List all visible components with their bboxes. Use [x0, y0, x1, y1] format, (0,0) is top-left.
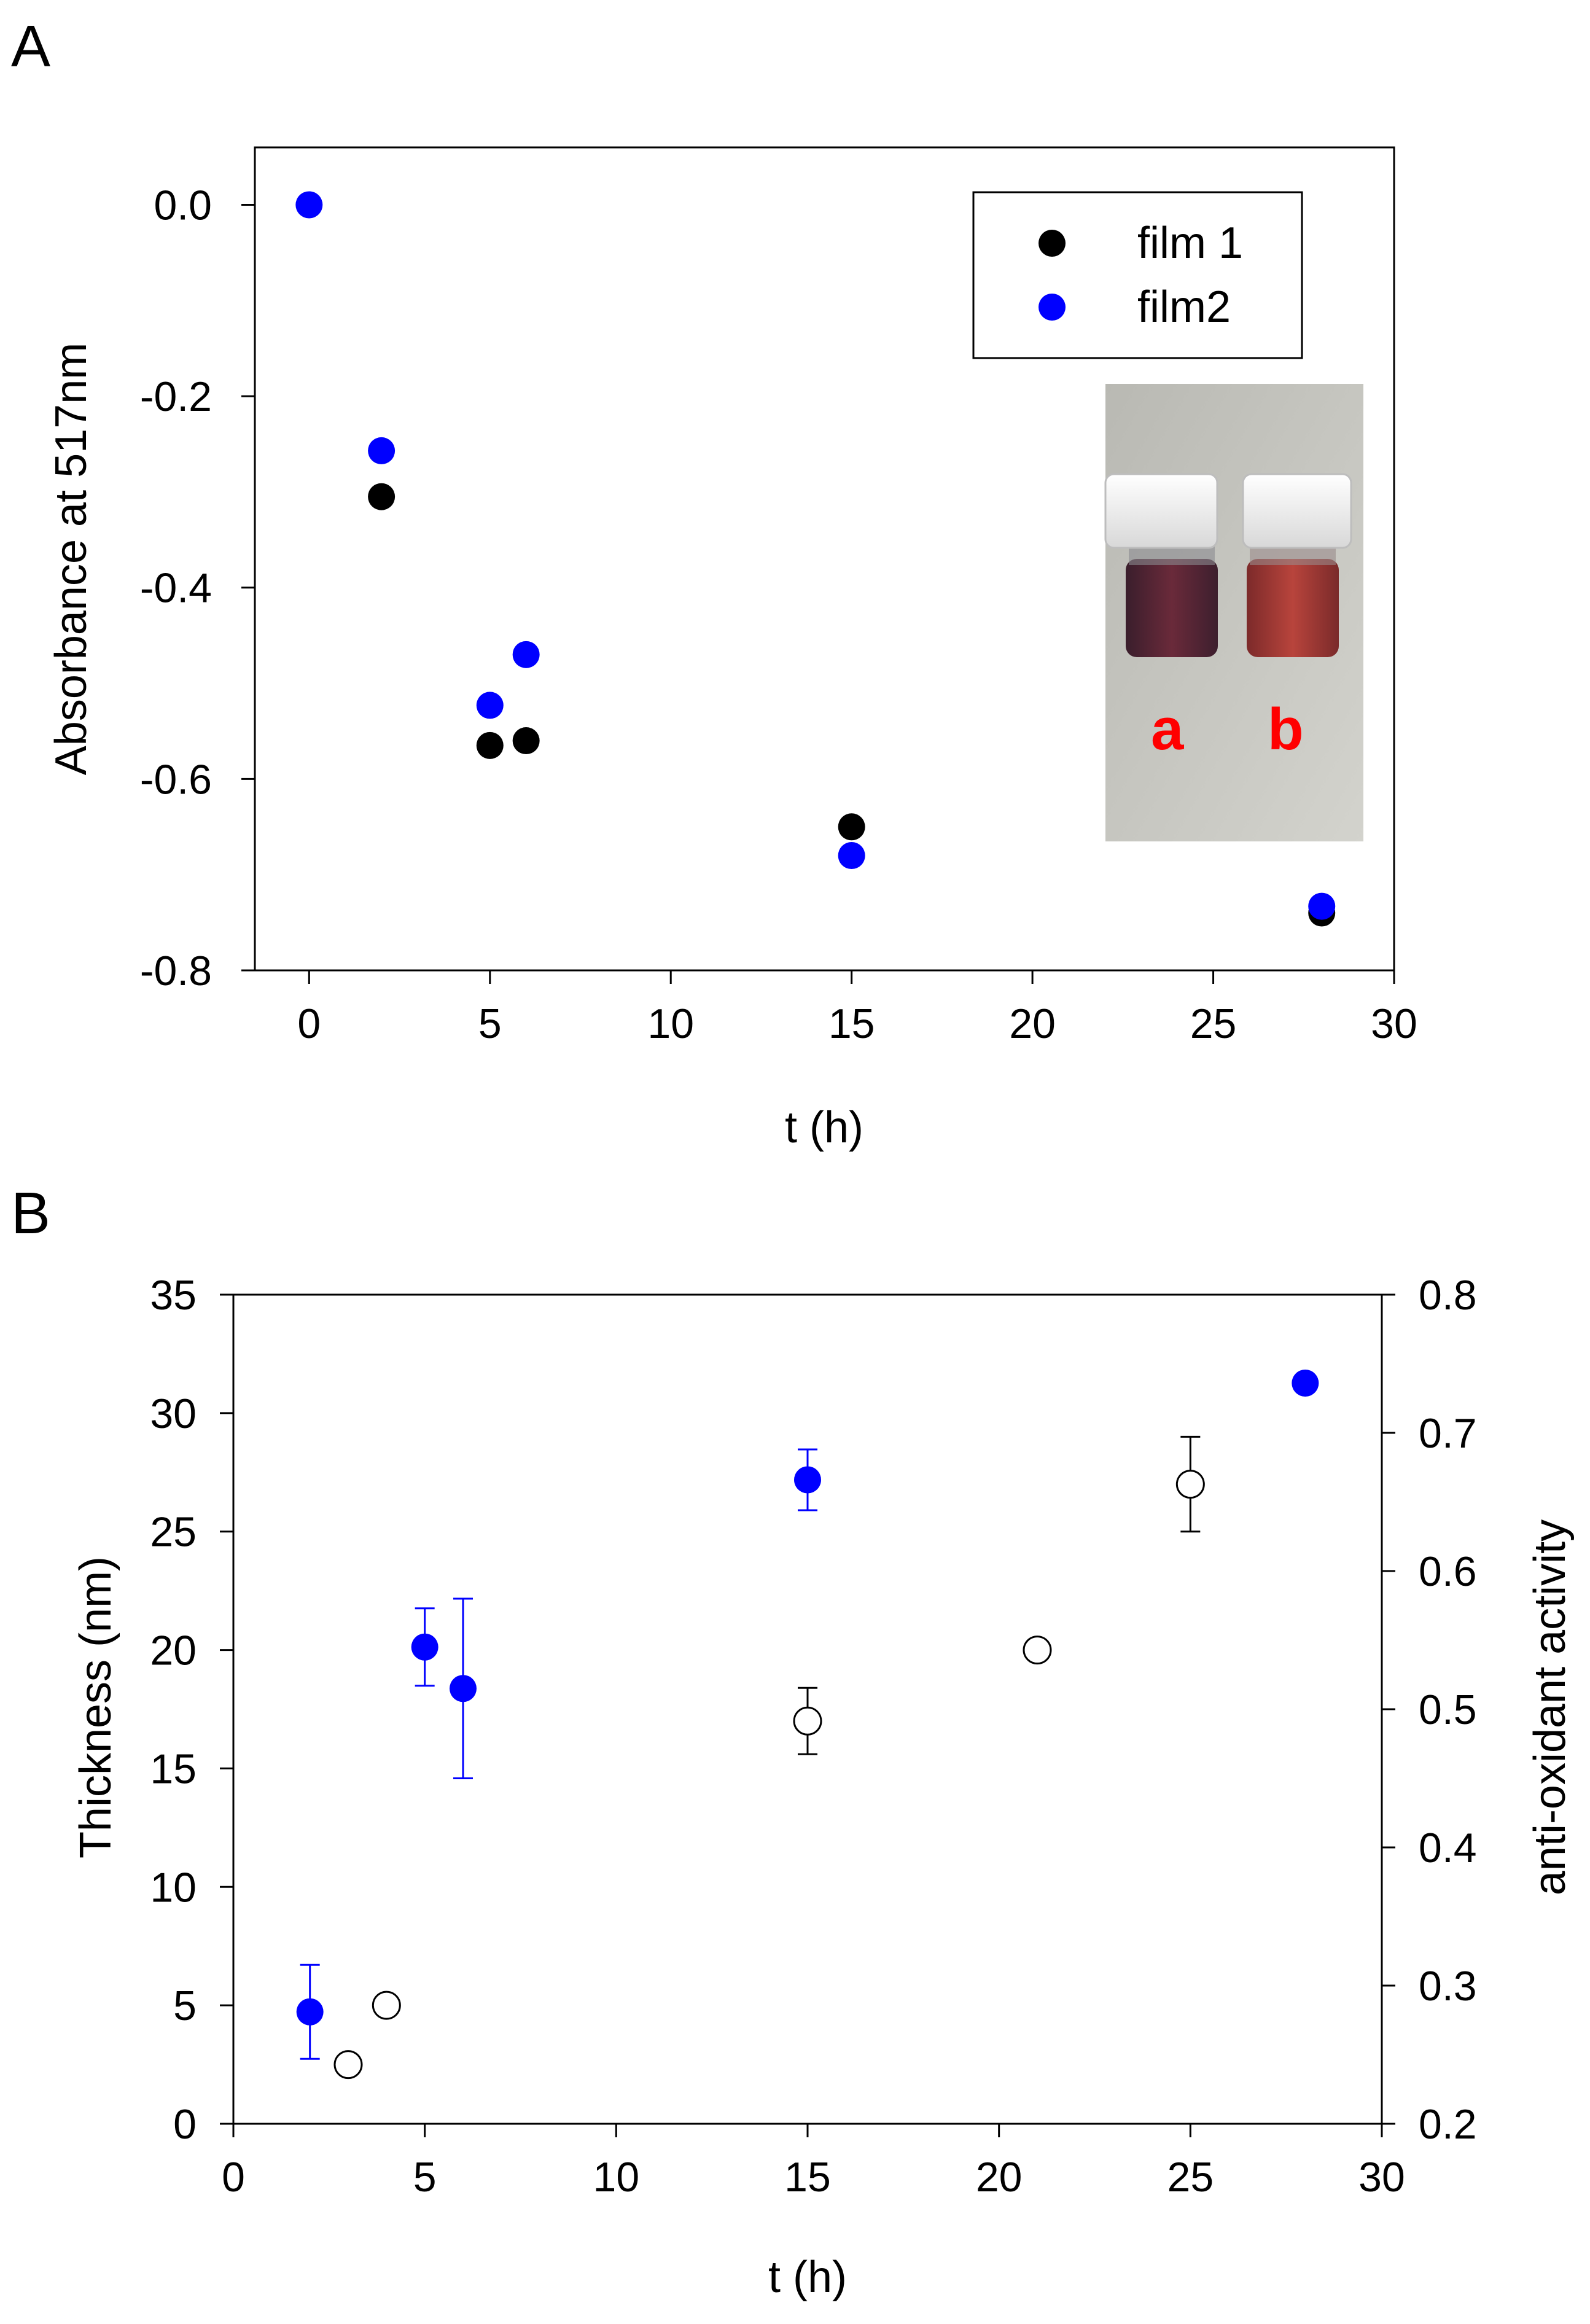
- chart-b-x-axis-title: t (h): [768, 2253, 847, 2302]
- chart-a-x-tick-label: 15: [828, 1000, 875, 1047]
- legend-marker-film-2: [1039, 294, 1066, 321]
- chart-b-x-tick-label: 30: [1358, 2154, 1405, 2201]
- chart-a-y-tick-label: 0.0: [154, 182, 212, 228]
- chart-a-plot-frame: [254, 146, 1395, 972]
- chart-b-point-left: [333, 2050, 363, 2080]
- chart-a-axes: 0 5 10 15 20 25 30 0.0 -0.2 -0.4 -0.6 -0.8: [140, 182, 1417, 1047]
- chart-b-y-tick-label-right: 0.3: [1419, 1963, 1477, 2010]
- chart-a-x-axis-title: t (h): [785, 1103, 863, 1152]
- vial-b-body: [1247, 559, 1339, 657]
- chart-b-y-axis-title-right: anti-oxidant activity: [1526, 1519, 1575, 1895]
- chart-b-x-tick-label: 20: [976, 2154, 1023, 2201]
- chart-b-y-tick-label-left: 20: [150, 1628, 197, 1674]
- panel-a-label: A: [11, 14, 50, 79]
- chart-b-y-tick-label-right: 0.8: [1419, 1272, 1477, 1319]
- inset-label-b: b: [1268, 696, 1304, 762]
- chart-b-x-tick-label: 10: [593, 2154, 640, 2201]
- chart-b-point-left: [1175, 1470, 1205, 1499]
- chart-a-y-tick-label: -0.8: [140, 948, 212, 994]
- chart-a-x-tick-label: 30: [1371, 1000, 1417, 1047]
- chart-b-point-right: [1292, 1370, 1319, 1397]
- chart-b-point-right: [794, 1466, 821, 1494]
- chart-a-y-tick-label: -0.4: [140, 565, 212, 612]
- chart-b-y-axis-title-left: Thickness (nm): [71, 1556, 120, 1858]
- chart-b-y-tick-label-left: 35: [150, 1272, 197, 1319]
- chart-b-y-tick-label-right: 0.5: [1419, 1686, 1477, 1733]
- chart-a-point-series-2: [838, 842, 865, 870]
- chart-b-y-tick-label-right: 0.6: [1419, 1548, 1477, 1595]
- chart-a-point-series-1: [512, 727, 540, 755]
- chart-a-y-tick-label: -0.6: [140, 756, 212, 803]
- chart-b-point-right: [411, 1633, 438, 1661]
- chart-a-point-series-1: [368, 483, 396, 510]
- vial-a-cap: [1104, 473, 1218, 549]
- chart-a-x-tick-label: 20: [1009, 1000, 1056, 1047]
- chart-a-point-series-2: [512, 641, 540, 668]
- chart-b-points: [296, 1370, 1319, 2080]
- chart-b-y-tick-label-left: 5: [173, 1983, 197, 2029]
- chart-a-point-series-2: [368, 437, 396, 464]
- chart-a-x-tick-label: 5: [478, 1000, 502, 1047]
- chart-b-point-right: [450, 1675, 477, 1702]
- chart-b: 0 5 10 15 20 25 30 0 5 10 15 20 25 30 35 0.2 0.3 0.4 0.5 0.…: [71, 1272, 1575, 2302]
- chart-a-x-tick-label: 25: [1190, 1000, 1237, 1047]
- inset-label-a: a: [1151, 696, 1184, 762]
- chart-b-point-left: [793, 1706, 822, 1736]
- legend-box: [972, 191, 1303, 359]
- chart-a-point-series-1: [838, 813, 865, 841]
- vial-a-body: [1126, 559, 1218, 657]
- chart-a-point-series-1: [476, 731, 504, 759]
- chart-b-y-tick-label-left: 0: [173, 2101, 197, 2148]
- chart-a-point-series-2: [1308, 892, 1336, 920]
- chart-b-x-tick-label: 25: [1167, 2154, 1214, 2201]
- chart-b-axes: 0 5 10 15 20 25 30 0 5 10 15 20 25 30 35 0.2 0.3 0.4 0.5 0.…: [150, 1272, 1476, 2201]
- chart-b-point-left: [1023, 1636, 1052, 1665]
- chart-b-point-left: [372, 1991, 401, 2020]
- chart-b-y-tick-label-right: 0.2: [1419, 2101, 1477, 2148]
- chart-b-y-tick-label-right: 0.7: [1419, 1410, 1477, 1457]
- chart-b-y-tick-label-left: 10: [150, 1864, 197, 1911]
- chart-b-point-right: [296, 1998, 324, 2026]
- chart-b-x-tick-label: 15: [784, 2154, 831, 2201]
- chart-a-y-tick-label: -0.2: [140, 373, 212, 420]
- chart-b-y-tick-label-right: 0.4: [1419, 1825, 1477, 1871]
- chart-a: 0 5 10 15 20 25 30 0.0 -0.2 -0.4 -0.6 -0.8 t (h) Ab…: [47, 146, 1417, 1152]
- inset-photo: a b: [1104, 384, 1363, 841]
- chart-a-legend: film 1 film2: [972, 191, 1303, 359]
- chart-a-point-series-2: [476, 692, 504, 719]
- panel-b-label: B: [11, 1180, 50, 1246]
- legend-label-film-2: film2: [1137, 283, 1231, 332]
- chart-b-y-tick-label-left: 30: [150, 1390, 197, 1437]
- chart-a-x-tick-label: 10: [647, 1000, 694, 1047]
- legend-label-film-1: film 1: [1137, 219, 1243, 268]
- legend-marker-film-1: [1039, 230, 1066, 257]
- chart-b-y-tick-label-left: 15: [150, 1745, 197, 1792]
- chart-b-x-tick-label: 0: [222, 2154, 245, 2201]
- chart-b-x-tick-label: 5: [413, 2154, 437, 2201]
- chart-a-y-axis-title: Absorbance at 517nm: [47, 343, 96, 775]
- vial-b-cap: [1242, 473, 1352, 549]
- chart-a-points: [295, 191, 1336, 927]
- chart-a-x-tick-label: 0: [297, 1000, 321, 1047]
- chart-a-point-series-2: [295, 191, 323, 219]
- chart-b-y-tick-label-left: 25: [150, 1509, 197, 1556]
